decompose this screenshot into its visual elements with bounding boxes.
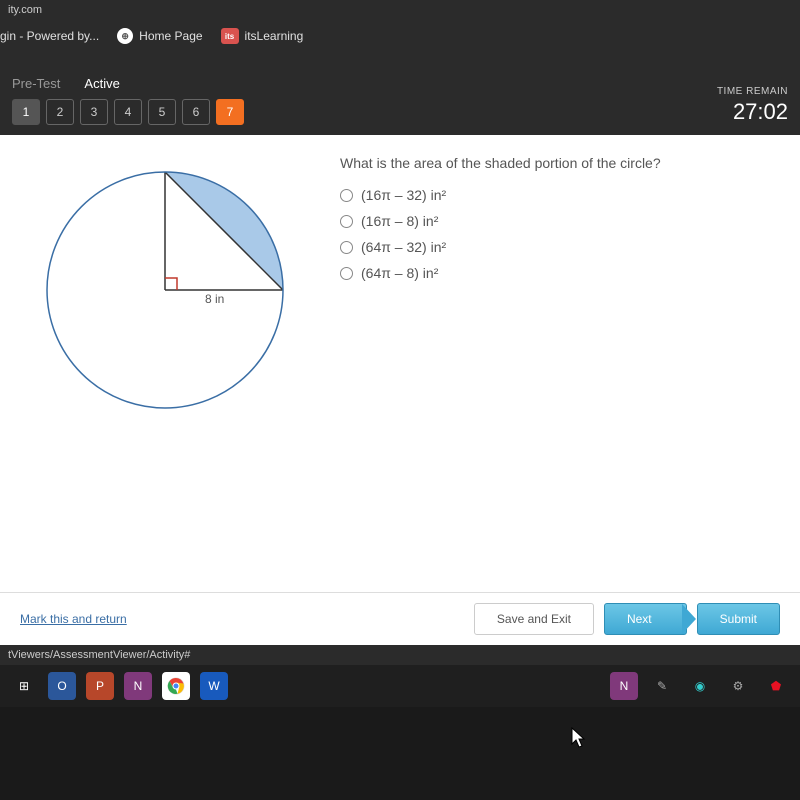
options-group: (16π – 32) in² (16π – 8) in² (64π – 32) … bbox=[340, 187, 770, 281]
circle-diagram: 8 in bbox=[30, 155, 300, 425]
right-angle-icon bbox=[165, 278, 177, 290]
globe-icon: ⊕ bbox=[117, 28, 133, 44]
taskbar-left: ⊞ O P N W bbox=[10, 672, 228, 700]
timer: TIME REMAIN 27:02 bbox=[717, 86, 788, 125]
next-button[interactable]: Next bbox=[604, 603, 687, 635]
question-nav-3[interactable]: 3 bbox=[80, 99, 108, 125]
taskbar-right: N ✎ ◉ ⚙ ⬟ bbox=[610, 672, 790, 700]
option-label: (64π – 8) in² bbox=[361, 265, 438, 281]
bookmark-item[interactable]: its itsLearning bbox=[221, 28, 304, 44]
option-label: (16π – 32) in² bbox=[361, 187, 446, 203]
save-exit-button[interactable]: Save and Exit bbox=[474, 603, 594, 635]
option-a[interactable]: (16π – 32) in² bbox=[340, 187, 770, 203]
option-label: (64π – 32) in² bbox=[361, 239, 446, 255]
question-text: What is the area of the shaded portion o… bbox=[340, 155, 770, 171]
settings-tray-icon[interactable]: ⚙ bbox=[724, 672, 752, 700]
question-footer: Mark this and return Save and Exit Next … bbox=[0, 592, 800, 645]
option-b[interactable]: (16π – 8) in² bbox=[340, 213, 770, 229]
radio-icon bbox=[340, 267, 353, 280]
bookmark-label: itsLearning bbox=[245, 29, 304, 43]
question-nav-7[interactable]: 7 bbox=[216, 99, 244, 125]
browser-url-fragment: ity.com bbox=[0, 0, 800, 20]
taskbar: ⊞ O P N W N ✎ ◉ ⚙ ⬟ bbox=[0, 665, 800, 707]
bookmarks-bar: gin - Powered by... ⊕ Home Page its itsL… bbox=[0, 20, 800, 58]
hover-url: tViewers/AssessmentViewer/Activity# bbox=[0, 645, 800, 665]
outlook-icon[interactable]: O bbox=[48, 672, 76, 700]
option-label: (16π – 8) in² bbox=[361, 213, 438, 229]
onenote-icon[interactable]: N bbox=[124, 672, 152, 700]
radius-label: 8 in bbox=[205, 292, 224, 306]
bookmark-label: gin - Powered by... bbox=[0, 29, 99, 43]
bookmark-item[interactable]: ⊕ Home Page bbox=[117, 28, 202, 44]
radio-icon bbox=[340, 241, 353, 254]
its-icon: its bbox=[221, 28, 239, 44]
edge-tray-icon[interactable]: ◉ bbox=[686, 672, 714, 700]
pretest-label: Pre-Test bbox=[12, 76, 60, 91]
question-nav: 1 2 3 4 5 6 7 bbox=[12, 99, 244, 125]
security-tray-icon[interactable]: ⬟ bbox=[762, 672, 790, 700]
app-header: Pre-Test Active 1 2 3 4 5 6 7 TIME REMAI… bbox=[0, 58, 800, 135]
word-icon[interactable]: W bbox=[200, 672, 228, 700]
question-nav-5[interactable]: 5 bbox=[148, 99, 176, 125]
option-c[interactable]: (64π – 32) in² bbox=[340, 239, 770, 255]
powerpoint-icon[interactable]: P bbox=[86, 672, 114, 700]
question-nav-6[interactable]: 6 bbox=[182, 99, 210, 125]
timer-label: TIME REMAIN bbox=[717, 86, 788, 97]
question-nav-4[interactable]: 4 bbox=[114, 99, 142, 125]
option-d[interactable]: (64π – 8) in² bbox=[340, 265, 770, 281]
onenote-tray-icon[interactable]: N bbox=[610, 672, 638, 700]
timer-value: 27:02 bbox=[717, 99, 788, 125]
pen-tray-icon[interactable]: ✎ bbox=[648, 672, 676, 700]
radio-icon bbox=[340, 215, 353, 228]
question-panel: 8 in What is the area of the shaded port… bbox=[0, 135, 800, 645]
active-label: Active bbox=[84, 76, 119, 91]
chrome-icon[interactable] bbox=[162, 672, 190, 700]
mark-return-link[interactable]: Mark this and return bbox=[20, 612, 127, 626]
question-nav-2[interactable]: 2 bbox=[46, 99, 74, 125]
submit-button[interactable]: Submit bbox=[697, 603, 780, 635]
question-nav-1[interactable]: 1 bbox=[12, 99, 40, 125]
bookmark-label: Home Page bbox=[139, 29, 202, 43]
radio-icon bbox=[340, 189, 353, 202]
cursor-icon bbox=[569, 726, 589, 750]
start-icon[interactable]: ⊞ bbox=[10, 672, 38, 700]
bookmark-item[interactable]: gin - Powered by... bbox=[0, 29, 99, 43]
